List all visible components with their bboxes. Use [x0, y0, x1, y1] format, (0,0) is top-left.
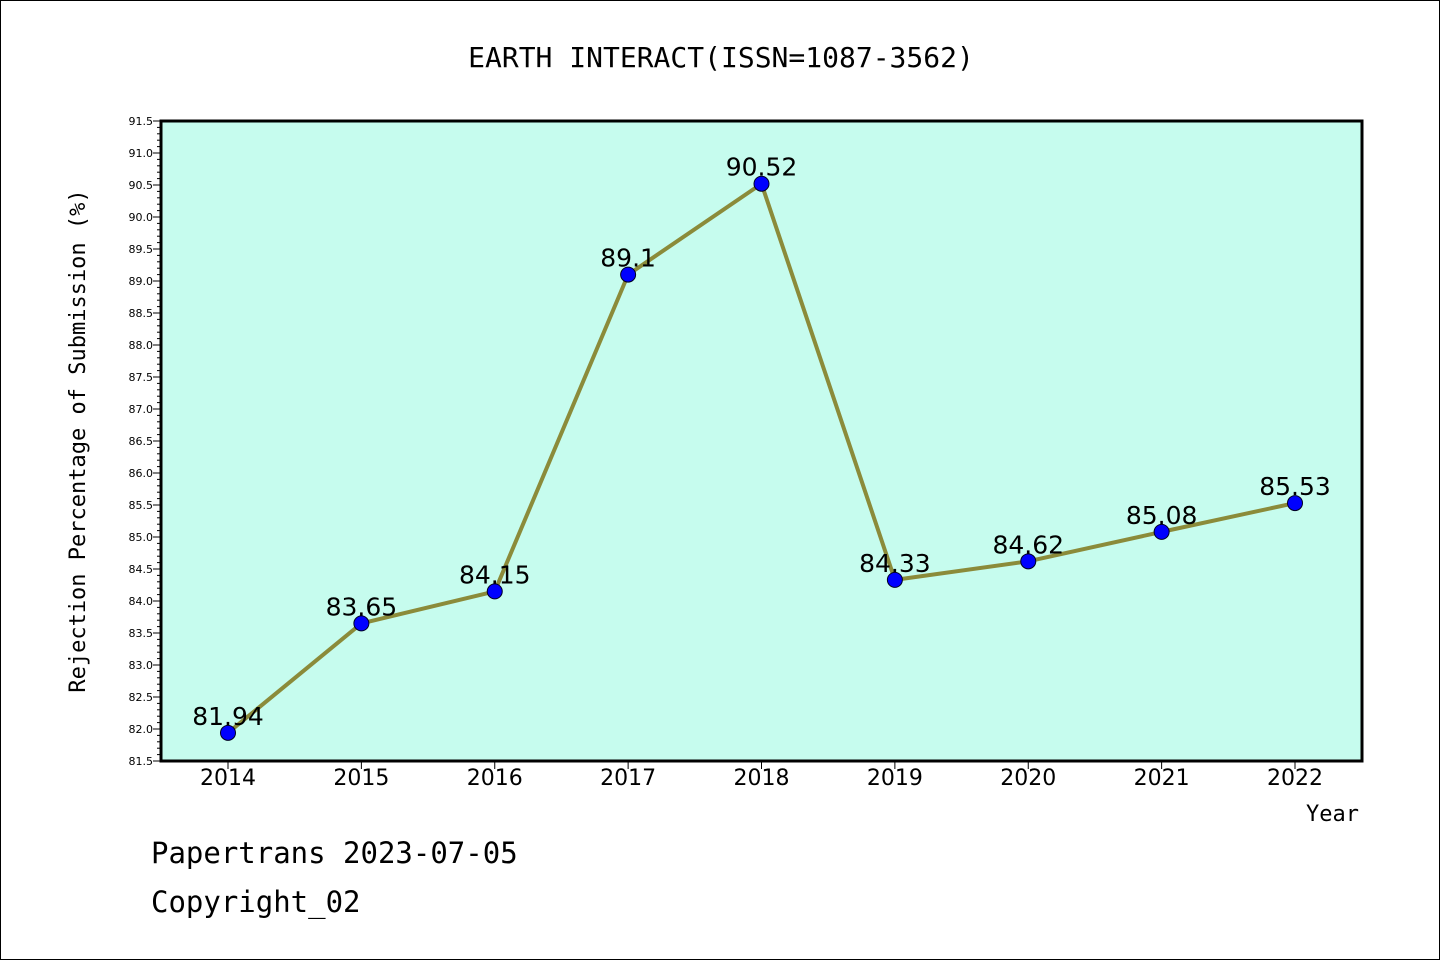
data-point — [1020, 553, 1037, 570]
y-tick-label: 86.0 — [129, 467, 154, 480]
data-label: 81.94 — [192, 702, 264, 731]
y-tick-label: 85.5 — [129, 499, 154, 512]
y-axis: 81.5 82.0 82.5 83.0 83.5 84.0 84.5 85.0 85.5 86.0… — [129, 115, 161, 768]
x-tick-label: 2020 — [1000, 766, 1056, 791]
data-label: 89.1 — [600, 244, 656, 273]
x-tick-label: 2016 — [467, 766, 523, 791]
x-tick-label: 2017 — [600, 766, 656, 791]
marker-layer — [220, 175, 1303, 741]
data-label: 90.52 — [726, 153, 798, 182]
data-point — [1287, 495, 1303, 512]
y-tick-label: 88.0 — [129, 339, 154, 352]
data-label: 84.62 — [992, 530, 1064, 559]
y-tick-label: 85.0 — [129, 531, 154, 544]
data-label: 84.15 — [459, 560, 531, 589]
y-axis-label: Rejection Percentage of Submission (%) — [66, 189, 91, 692]
y-tick-label: 89.5 — [129, 243, 154, 256]
data-point — [353, 615, 370, 632]
footer-copyright: Copyright_02 — [151, 885, 361, 919]
data-point — [1153, 523, 1170, 540]
y-tick-label: 91.0 — [129, 147, 154, 160]
x-tick-label: 2021 — [1134, 766, 1190, 791]
chart-title: EARTH INTERACT(ISSN=1087-3562) — [468, 41, 974, 74]
x-tick-label: 2022 — [1267, 766, 1323, 791]
y-tick-label: 86.5 — [129, 435, 154, 448]
y-tick-label: 90.5 — [129, 179, 154, 192]
y-tick-label: 89.0 — [129, 275, 154, 288]
x-axis: 2014 2015 2016 2017 2018 2019 2020 2021 2022 — [200, 761, 1323, 791]
y-tick-label: 84.5 — [129, 563, 154, 576]
data-point — [886, 571, 903, 588]
data-point — [220, 724, 236, 741]
data-point — [753, 175, 770, 192]
plot-area — [161, 121, 1362, 761]
data-label-layer: 81.94 83.65 84.15 89.1 90.52 84.33 84.62 85.08 8… — [192, 153, 1331, 731]
y-tick-label: 88.5 — [129, 307, 154, 320]
data-label: 85.08 — [1126, 501, 1198, 530]
y-tick-label: 87.0 — [129, 403, 154, 416]
y-tick-label: 90.0 — [129, 211, 154, 224]
x-tick-label: 2018 — [734, 766, 790, 791]
x-tick-label: 2014 — [200, 766, 256, 791]
data-point — [620, 266, 637, 283]
y-tick-label: 87.5 — [129, 371, 154, 384]
y-tick-label: 84.0 — [129, 595, 154, 608]
y-tick-label: 83.0 — [129, 659, 154, 672]
y-tick-label: 83.5 — [129, 627, 154, 640]
y-tick-label: 91.5 — [129, 115, 154, 128]
x-tick-label: 2015 — [333, 766, 389, 791]
x-tick-label: 2019 — [867, 766, 923, 791]
data-label: 84.33 — [859, 549, 931, 578]
y-tick-label: 82.5 — [129, 691, 154, 704]
data-point — [486, 583, 503, 600]
data-label: 83.65 — [326, 592, 398, 621]
y-tick-label: 82.0 — [129, 723, 154, 736]
footer-papertrans-date: Papertrans 2023-07-05 — [151, 836, 518, 870]
data-label: 85.53 — [1259, 472, 1331, 501]
plot-frame — [159, 119, 1364, 763]
y-tick-label: 81.5 — [129, 755, 154, 768]
x-axis-label: Year — [1306, 802, 1359, 827]
